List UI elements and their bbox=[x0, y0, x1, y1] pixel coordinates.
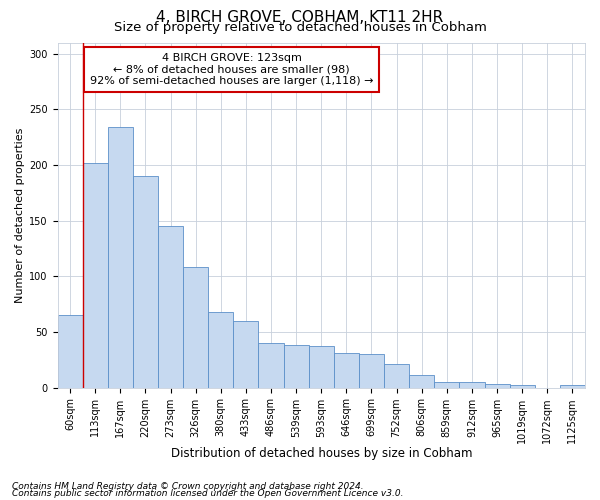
Text: Contains HM Land Registry data © Crown copyright and database right 2024.: Contains HM Land Registry data © Crown c… bbox=[12, 482, 364, 491]
Y-axis label: Number of detached properties: Number of detached properties bbox=[15, 128, 25, 302]
Bar bbox=[208, 312, 233, 388]
Bar bbox=[233, 321, 259, 388]
Bar bbox=[58, 315, 83, 388]
Bar bbox=[409, 376, 434, 388]
Bar bbox=[509, 386, 535, 388]
Bar bbox=[434, 382, 460, 388]
Bar bbox=[460, 382, 485, 388]
Text: Size of property relative to detached houses in Cobham: Size of property relative to detached ho… bbox=[113, 22, 487, 35]
Text: 4 BIRCH GROVE: 123sqm
← 8% of detached houses are smaller (98)
92% of semi-detac: 4 BIRCH GROVE: 123sqm ← 8% of detached h… bbox=[90, 53, 373, 86]
Text: 4, BIRCH GROVE, COBHAM, KT11 2HR: 4, BIRCH GROVE, COBHAM, KT11 2HR bbox=[157, 10, 443, 25]
Bar bbox=[108, 127, 133, 388]
X-axis label: Distribution of detached houses by size in Cobham: Distribution of detached houses by size … bbox=[170, 447, 472, 460]
Bar bbox=[133, 176, 158, 388]
Bar bbox=[259, 343, 284, 388]
Text: Contains public sector information licensed under the Open Government Licence v3: Contains public sector information licen… bbox=[12, 490, 404, 498]
Bar bbox=[308, 346, 334, 388]
Bar bbox=[485, 384, 509, 388]
Bar bbox=[384, 364, 409, 388]
Bar bbox=[284, 346, 308, 388]
Bar bbox=[560, 386, 585, 388]
Bar bbox=[158, 226, 183, 388]
Bar bbox=[359, 354, 384, 388]
Bar bbox=[183, 268, 208, 388]
Bar bbox=[334, 353, 359, 388]
Bar bbox=[83, 162, 108, 388]
